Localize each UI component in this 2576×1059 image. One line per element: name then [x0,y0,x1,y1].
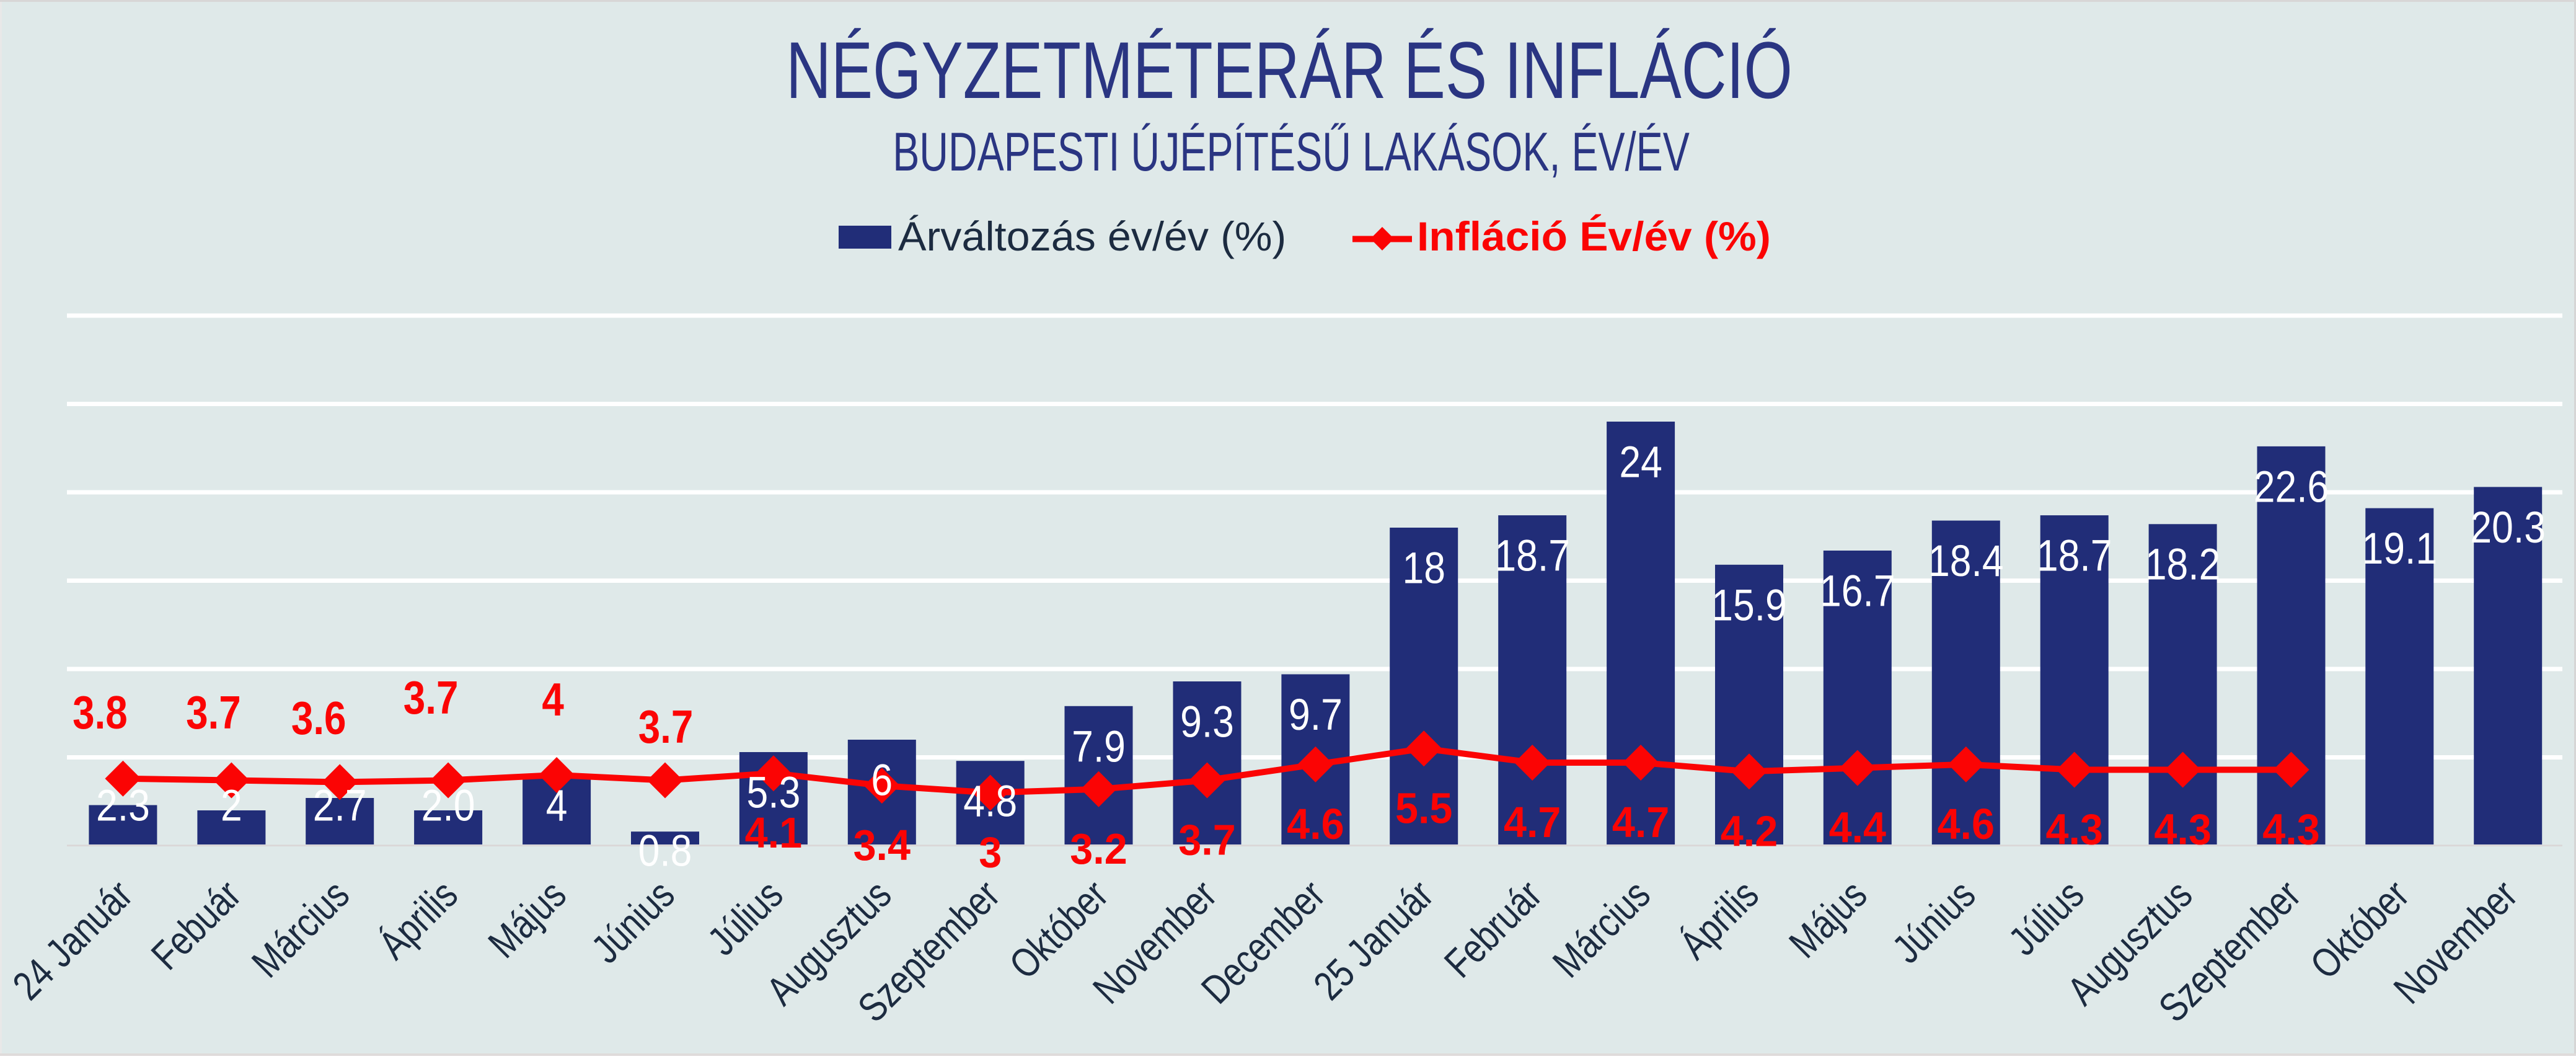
svg-text:3.7: 3.7 [638,701,694,753]
svg-text:4.3: 4.3 [2262,805,2319,854]
svg-text:2: 2 [221,781,242,831]
svg-text:4.1: 4.1 [745,809,802,857]
svg-text:18.2: 18.2 [2145,540,2221,590]
svg-text:7.9: 7.9 [1072,722,1126,772]
svg-text:3.7: 3.7 [1178,816,1235,864]
svg-text:19.1: 19.1 [2362,524,2438,574]
svg-text:18.7: 18.7 [1494,531,1570,581]
svg-text:4.2: 4.2 [1721,807,1778,856]
svg-text:2.3: 2.3 [96,781,150,831]
svg-text:18.7: 18.7 [2037,531,2112,581]
svg-text:20.3: 20.3 [2470,503,2546,552]
svg-text:5.3: 5.3 [746,768,800,818]
svg-text:18.4: 18.4 [1928,536,2004,586]
svg-text:4.6: 4.6 [1938,800,1995,848]
svg-text:Infláció Év/év (%): Infláció Év/év (%) [1417,214,1771,260]
svg-text:4.3: 4.3 [2154,805,2211,854]
svg-text:0.8: 0.8 [638,826,692,876]
svg-text:22.6: 22.6 [2254,463,2329,512]
svg-text:3.7: 3.7 [186,686,241,738]
svg-text:5.5: 5.5 [1395,784,1452,833]
svg-text:15.9: 15.9 [1711,581,1787,631]
svg-text:2.7: 2.7 [313,781,367,831]
svg-text:6: 6 [871,756,893,805]
svg-text:9.7: 9.7 [1289,690,1343,740]
svg-text:3.4: 3.4 [854,822,911,870]
svg-text:4.8: 4.8 [963,777,1017,826]
svg-text:Árváltozás év/év (%): Árváltozás év/év (%) [898,214,1286,260]
svg-text:18: 18 [1402,544,1445,593]
svg-text:3.2: 3.2 [1070,825,1127,873]
svg-text:9.3: 9.3 [1180,698,1234,747]
svg-text:3.6: 3.6 [291,692,346,744]
svg-text:16.7: 16.7 [1820,567,1895,616]
svg-text:4: 4 [546,781,568,831]
svg-text:3: 3 [979,828,1002,877]
svg-text:4.7: 4.7 [1504,799,1561,847]
svg-text:3.8: 3.8 [73,686,128,738]
svg-text:4.6: 4.6 [1287,800,1344,848]
svg-text:BUDAPESTI ÚJÉPÍTÉSŰ LAKÁSOK, É: BUDAPESTI ÚJÉPÍTÉSŰ LAKÁSOK, ÉV/ÉV [893,122,1690,182]
svg-text:24: 24 [1619,438,1662,487]
svg-text:4: 4 [542,673,564,725]
svg-text:4.3: 4.3 [2045,805,2102,854]
svg-text:NÉGYZETMÉTERÁR ÉS INFLÁCIÓ: NÉGYZETMÉTERÁR ÉS INFLÁCIÓ [786,25,1793,115]
svg-text:3.7: 3.7 [404,671,459,724]
svg-text:4.7: 4.7 [1612,799,1669,847]
svg-text:4.4: 4.4 [1829,804,1886,852]
svg-text:2.0: 2.0 [421,781,475,831]
